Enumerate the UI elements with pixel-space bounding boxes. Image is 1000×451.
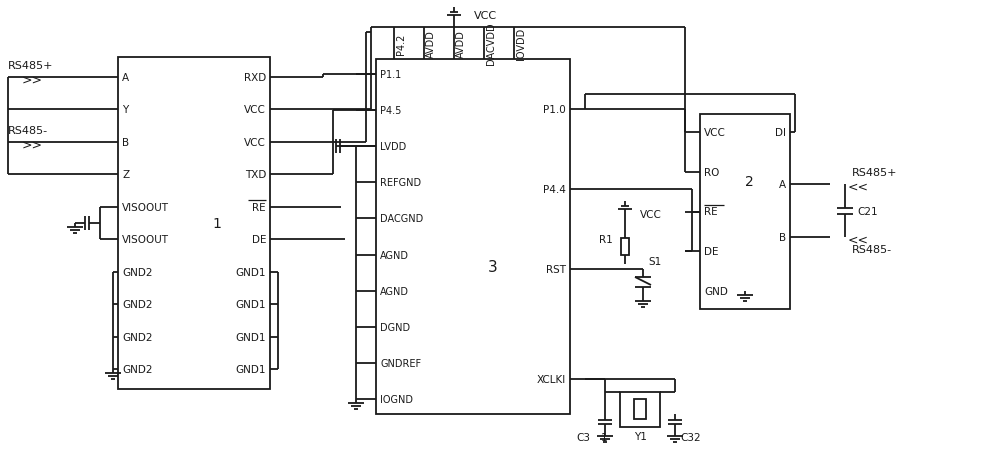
Text: VCC: VCC <box>244 138 266 147</box>
Text: GND1: GND1 <box>236 364 266 374</box>
Text: >>: >> <box>22 138 43 151</box>
Text: VCC: VCC <box>640 210 662 220</box>
Text: VISOOUT: VISOOUT <box>122 235 169 245</box>
Text: RS485-: RS485- <box>852 244 892 254</box>
Text: P4.2: P4.2 <box>396 33 406 55</box>
Text: GND: GND <box>704 286 728 296</box>
Text: RS485+: RS485+ <box>8 61 54 71</box>
Text: 2: 2 <box>745 175 754 189</box>
Text: GND2: GND2 <box>122 299 153 309</box>
Text: P1.0: P1.0 <box>543 105 566 115</box>
Text: IOGND: IOGND <box>380 394 413 404</box>
Text: GNDREF: GNDREF <box>380 358 421 368</box>
Text: GND2: GND2 <box>122 364 153 374</box>
Text: XCLKI: XCLKI <box>537 374 566 384</box>
Text: P4.5: P4.5 <box>380 106 401 116</box>
Text: GND1: GND1 <box>236 267 266 277</box>
Text: RE: RE <box>704 207 718 217</box>
Text: RE: RE <box>252 202 266 212</box>
Text: C3: C3 <box>576 432 590 442</box>
Text: RST: RST <box>546 264 566 274</box>
Text: AVDD: AVDD <box>456 30 466 58</box>
Text: P1.1: P1.1 <box>380 70 401 80</box>
Text: S1: S1 <box>648 257 661 267</box>
Text: VCC: VCC <box>704 128 726 138</box>
Text: RO: RO <box>704 167 719 177</box>
Text: LVDD: LVDD <box>380 142 406 152</box>
Text: R1: R1 <box>599 235 613 244</box>
Text: DGND: DGND <box>380 322 410 332</box>
Text: REFGND: REFGND <box>380 178 421 188</box>
Text: AGND: AGND <box>380 286 409 296</box>
Text: 1: 1 <box>601 432 608 442</box>
Text: >>: >> <box>22 74 43 86</box>
Text: GND1: GND1 <box>236 299 266 309</box>
Text: Y1: Y1 <box>634 431 646 441</box>
Text: 3: 3 <box>488 259 497 274</box>
Bar <box>634 399 646 419</box>
Text: 1: 1 <box>212 216 221 230</box>
Bar <box>620 392 660 427</box>
Text: GND2: GND2 <box>122 267 153 277</box>
Text: DI: DI <box>775 128 786 138</box>
Text: GND2: GND2 <box>122 332 153 342</box>
Text: RS485-: RS485- <box>8 126 48 136</box>
Text: RS485+: RS485+ <box>852 168 898 178</box>
Bar <box>376 60 570 414</box>
Text: AGND: AGND <box>380 250 409 260</box>
Text: VCC: VCC <box>244 105 266 115</box>
Text: VCC: VCC <box>474 11 497 21</box>
Text: AVDD: AVDD <box>426 30 436 58</box>
Text: Z: Z <box>122 170 129 180</box>
Text: A: A <box>122 73 129 83</box>
Bar <box>118 58 270 389</box>
Text: C32: C32 <box>680 432 701 442</box>
Text: B: B <box>779 232 786 242</box>
Text: RXD: RXD <box>244 73 266 83</box>
Text: Y: Y <box>122 105 128 115</box>
Text: DE: DE <box>704 247 718 257</box>
Text: GND1: GND1 <box>236 332 266 342</box>
Text: DACGND: DACGND <box>380 214 423 224</box>
Text: DACVDD: DACVDD <box>486 23 496 65</box>
Text: C21: C21 <box>857 206 878 216</box>
Text: TXD: TXD <box>245 170 266 180</box>
Text: P4.4: P4.4 <box>543 184 566 194</box>
Text: IOVDD: IOVDD <box>516 28 526 60</box>
Text: B: B <box>122 138 129 147</box>
Text: <<: << <box>848 180 869 193</box>
Bar <box>621 238 629 256</box>
Text: VISOOUT: VISOOUT <box>122 202 169 212</box>
Text: DE: DE <box>252 235 266 245</box>
Text: A: A <box>779 180 786 190</box>
Bar <box>700 115 790 309</box>
Text: <<: << <box>848 233 869 246</box>
